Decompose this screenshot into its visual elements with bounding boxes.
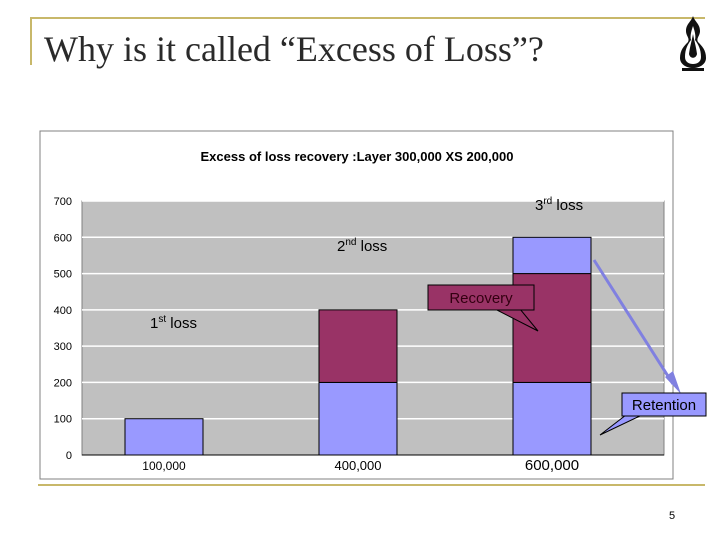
y-tick-label: 0: [66, 450, 72, 462]
y-axis-tick-labels: 0 100 200 300 400 500 600 700: [54, 196, 72, 462]
y-tick-label: 600: [54, 232, 72, 244]
page-number: 5: [669, 510, 676, 522]
y-tick-label: 300: [54, 341, 72, 353]
y-tick-label: 100: [54, 414, 72, 426]
retention-callout: Retention: [599, 392, 707, 436]
x-tick-label: 600,000: [525, 457, 579, 474]
retention-arrow: [592, 259, 675, 385]
y-tick-label: 500: [54, 269, 72, 281]
x-tick-label: 100,000: [142, 459, 186, 473]
y-tick-label: 400: [54, 305, 72, 317]
x-axis-tick-labels: 100,000 400,000 600,000: [142, 457, 579, 474]
x-tick-label: 400,000: [335, 458, 382, 473]
chart-title: Excess of loss recovery :Layer 300,000 X…: [201, 149, 514, 164]
annotation-second-loss: 2nd loss: [337, 237, 387, 255]
bar-segment: [318, 381, 398, 456]
left-rule: [30, 17, 32, 65]
annotation-third-loss: 3rd loss: [535, 196, 583, 214]
y-tick-label: 200: [54, 377, 72, 389]
retention-arrowhead: [665, 371, 681, 394]
bar-segment: [318, 309, 398, 383]
annotation-first-loss: 1st loss: [150, 314, 197, 332]
bottom-rule: [38, 484, 705, 486]
bar-segment: [512, 381, 592, 456]
emblem-logo-icon: [680, 16, 706, 71]
y-tick-label: 700: [54, 196, 72, 208]
bar-segment: [124, 418, 204, 456]
recovery-callout: Recovery: [427, 284, 539, 332]
top-rule: [30, 17, 705, 19]
bars: [124, 236, 592, 456]
slide-title: Why is it called “Excess of Loss”?: [44, 29, 544, 69]
bar-segment: [512, 236, 592, 275]
retention-label: Retention: [632, 397, 696, 414]
recovery-label: Recovery: [449, 290, 513, 307]
